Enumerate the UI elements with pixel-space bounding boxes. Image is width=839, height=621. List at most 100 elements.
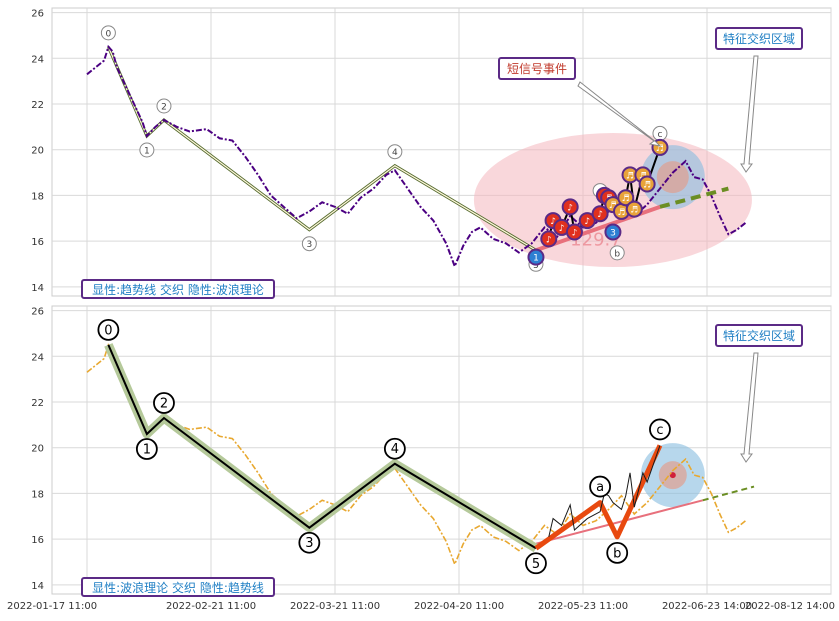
y-tick-label: 26 [31,9,44,20]
panel-badge-label: 显性:波浪理论 交织 隐性:趋势线 [92,580,264,595]
y-tick-label: 24 [31,352,44,363]
price-line [86,44,747,270]
signal-marker-label: ♬ [622,194,630,204]
x-tick-label: 2022-02-21 11:00 [166,601,256,612]
abc-point-marker [589,475,612,498]
y-tick-label: 16 [31,535,44,546]
signal-marker [540,230,558,248]
panel-badge [81,577,275,597]
wave-point-marker [298,531,321,554]
trend-extension [702,485,755,502]
abc-point-label: a [596,480,604,495]
signal-marker-label: ♬ [617,208,625,218]
signal-marker-label: ♪ [550,217,556,227]
signal-marker [591,205,609,223]
signal-marker-label: 1 [533,254,539,264]
signal-marker-label: ♬ [626,171,634,181]
signal-marker [578,212,596,230]
abc-point-marker [649,418,671,441]
x-tick-label: 2022-01-17 11:00 [7,601,97,612]
y-tick-label: 20 [31,146,44,157]
wave-point-marker [156,98,172,114]
trend-line [535,499,703,545]
wave-point-label: 5 [532,557,540,572]
signal-zigzag [548,445,661,537]
y-tick-label: 14 [31,581,44,592]
x-tick-label: 2022-04-20 11:00 [414,601,504,612]
x-tick-label: 2022-06-23 14:00 [662,601,752,612]
signal-marker [565,223,583,241]
abc-point-label: b [613,546,621,561]
trend-extension [659,186,729,209]
zone-callout-arrow [740,55,759,173]
signal-marker [617,189,635,207]
x-tick-label: 2022-08-12 14:00 [745,601,835,612]
feature-zone-core [656,161,689,194]
wave-line [107,344,537,550]
signal-marker-label: ♬ [630,206,638,216]
plot-area [51,305,832,595]
y-tick-label: 14 [31,283,44,294]
panel-badge [81,279,275,299]
plot-area [51,7,832,297]
wave-line [107,46,537,251]
signal-marker-label: ♪ [567,203,573,213]
wave-point-label: 2 [161,103,167,113]
signal-marker-label: 3 [610,229,616,239]
wave-point-marker [525,552,547,575]
event-callout-arrow [577,81,662,147]
wave-point-marker [383,437,406,460]
signal-marker [604,223,622,241]
signal-marker-label: ♪ [572,229,578,239]
signal-marker [561,198,579,216]
wave-point-label: 5 [533,261,539,271]
wave-point-marker [97,318,120,341]
signal-marker-label: ♪ [584,217,590,227]
wave-point-label: 0 [104,323,112,338]
abc-point-label: c [656,423,663,438]
abc-point-label: b [614,249,620,259]
wave-point-label: 1 [143,443,151,458]
signal-marker-label: ♬ [643,181,651,191]
y-tick-label: 26 [31,307,44,318]
wave-point-marker [153,392,175,414]
y-tick-label: 22 [31,398,44,409]
event-callout-box [498,57,576,80]
zone-callout-box [715,324,803,347]
y-tick-label: 18 [31,191,44,202]
wave-point-marker [135,438,158,460]
zone-callout-box [715,27,803,50]
wave-point-marker [100,25,116,41]
y-tick-label: 18 [31,489,44,500]
x-tick-label: 2022-05-23 11:00 [538,601,628,612]
signal-marker [625,200,643,218]
zone-callout-arrow [740,352,759,463]
wave-point-marker [301,236,317,252]
wave-point-label: 0 [106,29,112,39]
event-callout-label: 短信号事件 [507,62,567,76]
y-tick-label: 24 [31,54,44,65]
panel-1: 14161820222426129.7012345abc1♪♪♪♪♪♪♪♬♬♬3… [31,7,832,299]
signal-marker [638,175,656,193]
signal-marker-label: ♪ [597,210,603,220]
signal-marker-label: ♬ [639,171,647,181]
abc-point-marker [609,245,625,261]
signal-marker-label: ♬ [656,144,664,154]
y-tick-label: 20 [31,444,44,455]
abc-point-label: c [657,130,662,140]
panel-badge-label: 显性:趋势线 交织 隐性:波浪理论 [92,282,264,297]
signal-marker-label: ♬ [609,201,617,211]
x-tick-label: 2022-03-21 11:00 [290,601,380,612]
wave-point-label: 4 [391,442,399,457]
zone-callout-label: 特征交织区域 [723,328,795,343]
wave-point-label: 4 [392,148,398,158]
wave-point-label: 2 [160,397,168,412]
wave-point-marker [387,144,403,160]
signal-marker [527,248,545,266]
zone-callout-label: 特征交织区域 [723,31,795,46]
y-tick-label: 22 [31,100,44,111]
wave-point-label: 1 [144,147,150,157]
